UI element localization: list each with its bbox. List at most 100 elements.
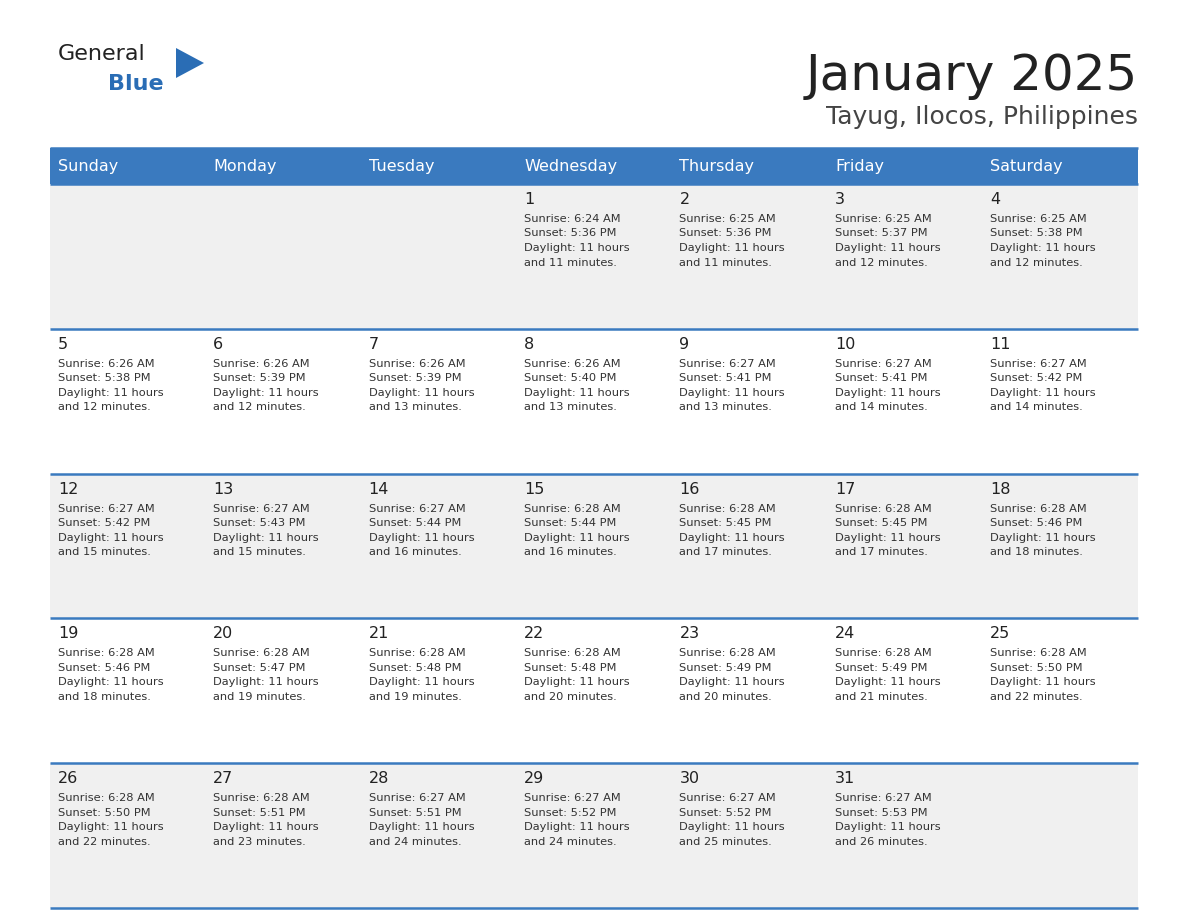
Text: Sunset: 5:46 PM: Sunset: 5:46 PM	[991, 518, 1082, 528]
Text: Sunrise: 6:25 AM: Sunrise: 6:25 AM	[991, 214, 1087, 224]
Bar	[50, 329, 1138, 474]
Text: and 22 minutes.: and 22 minutes.	[991, 692, 1083, 702]
Text: Sunrise: 6:25 AM: Sunrise: 6:25 AM	[835, 214, 931, 224]
Text: Daylight: 11 hours: Daylight: 11 hours	[835, 532, 941, 543]
Text: Daylight: 11 hours: Daylight: 11 hours	[213, 677, 318, 688]
Text: and 13 minutes.: and 13 minutes.	[368, 402, 461, 412]
Text: 15: 15	[524, 482, 544, 497]
Text: 19: 19	[58, 626, 78, 642]
Text: Daylight: 11 hours: Daylight: 11 hours	[58, 532, 164, 543]
Text: Sunset: 5:44 PM: Sunset: 5:44 PM	[524, 518, 617, 528]
Text: and 17 minutes.: and 17 minutes.	[835, 547, 928, 557]
Text: 12: 12	[58, 482, 78, 497]
Text: Sunset: 5:53 PM: Sunset: 5:53 PM	[835, 808, 928, 818]
Text: 23: 23	[680, 626, 700, 642]
Text: 2: 2	[680, 192, 689, 207]
Text: Sunset: 5:52 PM: Sunset: 5:52 PM	[680, 808, 772, 818]
Text: and 26 minutes.: and 26 minutes.	[835, 836, 928, 846]
Text: Daylight: 11 hours: Daylight: 11 hours	[368, 677, 474, 688]
Text: 3: 3	[835, 192, 845, 207]
Text: Sunset: 5:44 PM: Sunset: 5:44 PM	[368, 518, 461, 528]
Text: Sunrise: 6:28 AM: Sunrise: 6:28 AM	[835, 648, 931, 658]
Text: Sunset: 5:39 PM: Sunset: 5:39 PM	[213, 374, 305, 384]
Text: and 19 minutes.: and 19 minutes.	[213, 692, 307, 702]
Text: Daylight: 11 hours: Daylight: 11 hours	[368, 532, 474, 543]
Text: Daylight: 11 hours: Daylight: 11 hours	[368, 387, 474, 397]
Text: Daylight: 11 hours: Daylight: 11 hours	[991, 532, 1097, 543]
Text: Sunrise: 6:27 AM: Sunrise: 6:27 AM	[680, 793, 776, 803]
Text: and 13 minutes.: and 13 minutes.	[524, 402, 617, 412]
Text: Daylight: 11 hours: Daylight: 11 hours	[991, 387, 1097, 397]
Text: 18: 18	[991, 482, 1011, 497]
Text: and 12 minutes.: and 12 minutes.	[213, 402, 307, 412]
Text: 9: 9	[680, 337, 689, 352]
Text: and 11 minutes.: and 11 minutes.	[524, 258, 617, 267]
Text: Friday: Friday	[835, 159, 884, 174]
Text: Sunset: 5:45 PM: Sunset: 5:45 PM	[680, 518, 772, 528]
Text: Sunset: 5:50 PM: Sunset: 5:50 PM	[991, 663, 1083, 673]
Text: 7: 7	[368, 337, 379, 352]
Text: Sunrise: 6:28 AM: Sunrise: 6:28 AM	[58, 793, 154, 803]
Text: 6: 6	[213, 337, 223, 352]
Text: Sunday: Sunday	[58, 159, 118, 174]
Bar	[50, 763, 1138, 908]
Text: Sunset: 5:38 PM: Sunset: 5:38 PM	[991, 229, 1083, 239]
Text: Sunset: 5:42 PM: Sunset: 5:42 PM	[991, 374, 1082, 384]
Text: Daylight: 11 hours: Daylight: 11 hours	[524, 387, 630, 397]
Text: Daylight: 11 hours: Daylight: 11 hours	[524, 243, 630, 253]
Text: Sunset: 5:51 PM: Sunset: 5:51 PM	[213, 808, 305, 818]
Text: Sunrise: 6:27 AM: Sunrise: 6:27 AM	[213, 504, 310, 513]
Text: Sunrise: 6:28 AM: Sunrise: 6:28 AM	[680, 648, 776, 658]
Text: 16: 16	[680, 482, 700, 497]
Text: January 2025: January 2025	[805, 52, 1138, 100]
Polygon shape	[176, 48, 204, 78]
Text: 28: 28	[368, 771, 388, 786]
Text: Sunset: 5:48 PM: Sunset: 5:48 PM	[524, 663, 617, 673]
Text: Sunset: 5:40 PM: Sunset: 5:40 PM	[524, 374, 617, 384]
Text: Sunset: 5:49 PM: Sunset: 5:49 PM	[680, 663, 772, 673]
Text: and 15 minutes.: and 15 minutes.	[213, 547, 307, 557]
Text: Sunset: 5:48 PM: Sunset: 5:48 PM	[368, 663, 461, 673]
Text: Wednesday: Wednesday	[524, 159, 618, 174]
Text: Tuesday: Tuesday	[368, 159, 434, 174]
Text: Sunset: 5:49 PM: Sunset: 5:49 PM	[835, 663, 928, 673]
Text: Sunset: 5:37 PM: Sunset: 5:37 PM	[835, 229, 928, 239]
Text: Sunrise: 6:28 AM: Sunrise: 6:28 AM	[680, 504, 776, 513]
Text: Sunset: 5:51 PM: Sunset: 5:51 PM	[368, 808, 461, 818]
Text: 31: 31	[835, 771, 855, 786]
Text: and 13 minutes.: and 13 minutes.	[680, 402, 772, 412]
Text: Daylight: 11 hours: Daylight: 11 hours	[368, 823, 474, 833]
Text: Daylight: 11 hours: Daylight: 11 hours	[835, 243, 941, 253]
Text: and 12 minutes.: and 12 minutes.	[835, 258, 928, 267]
Text: and 20 minutes.: and 20 minutes.	[680, 692, 772, 702]
Text: Sunrise: 6:27 AM: Sunrise: 6:27 AM	[835, 793, 931, 803]
Text: 26: 26	[58, 771, 78, 786]
Text: Daylight: 11 hours: Daylight: 11 hours	[991, 677, 1097, 688]
Text: Sunset: 5:41 PM: Sunset: 5:41 PM	[835, 374, 928, 384]
Text: Sunrise: 6:28 AM: Sunrise: 6:28 AM	[524, 504, 621, 513]
Text: Daylight: 11 hours: Daylight: 11 hours	[58, 387, 164, 397]
Text: and 21 minutes.: and 21 minutes.	[835, 692, 928, 702]
Text: Daylight: 11 hours: Daylight: 11 hours	[213, 532, 318, 543]
Text: Sunset: 5:50 PM: Sunset: 5:50 PM	[58, 808, 151, 818]
Text: Daylight: 11 hours: Daylight: 11 hours	[835, 387, 941, 397]
Text: Sunset: 5:52 PM: Sunset: 5:52 PM	[524, 808, 617, 818]
Text: Sunrise: 6:26 AM: Sunrise: 6:26 AM	[213, 359, 310, 369]
Text: Daylight: 11 hours: Daylight: 11 hours	[524, 532, 630, 543]
Text: 29: 29	[524, 771, 544, 786]
Text: and 17 minutes.: and 17 minutes.	[680, 547, 772, 557]
Text: Sunset: 5:38 PM: Sunset: 5:38 PM	[58, 374, 151, 384]
Text: Thursday: Thursday	[680, 159, 754, 174]
Text: Sunrise: 6:27 AM: Sunrise: 6:27 AM	[368, 793, 466, 803]
Text: Sunrise: 6:28 AM: Sunrise: 6:28 AM	[368, 648, 466, 658]
Text: 13: 13	[213, 482, 234, 497]
Text: Sunset: 5:36 PM: Sunset: 5:36 PM	[680, 229, 772, 239]
Text: and 14 minutes.: and 14 minutes.	[835, 402, 928, 412]
Text: Sunrise: 6:24 AM: Sunrise: 6:24 AM	[524, 214, 620, 224]
Text: Daylight: 11 hours: Daylight: 11 hours	[680, 243, 785, 253]
Text: Sunrise: 6:28 AM: Sunrise: 6:28 AM	[213, 793, 310, 803]
Text: 10: 10	[835, 337, 855, 352]
Text: 8: 8	[524, 337, 535, 352]
Text: and 24 minutes.: and 24 minutes.	[524, 836, 617, 846]
Text: and 20 minutes.: and 20 minutes.	[524, 692, 617, 702]
